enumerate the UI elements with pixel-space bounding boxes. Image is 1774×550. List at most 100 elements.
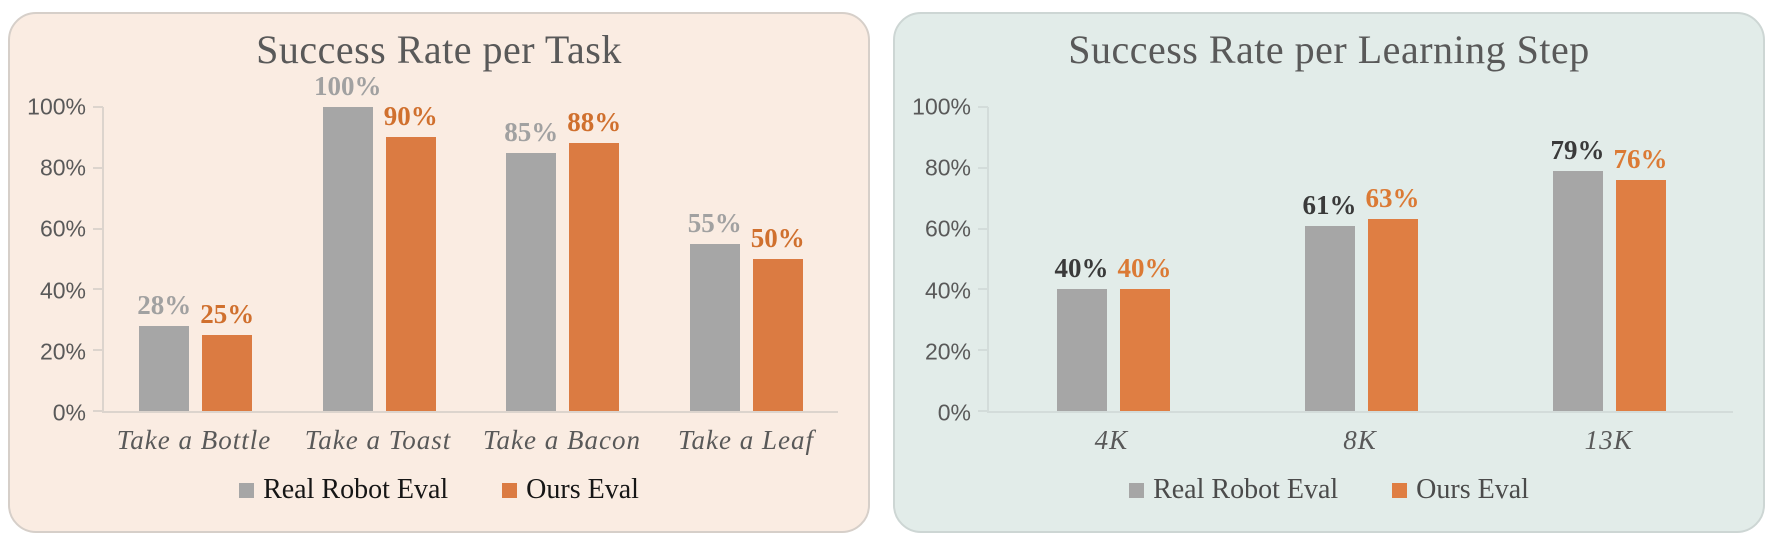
y-axis: 100% 80% 60% 40% 20% 0% <box>895 94 987 426</box>
y-tick-mark <box>978 106 988 108</box>
plot-column: 28% 25% 100% 90% 85% 88% 55% 50% Take a Bottle T… <box>93 71 839 456</box>
y-tick-label: 20% <box>924 338 971 365</box>
category-label: 13K <box>1584 425 1633 455</box>
category-group-take-a-leaf: 55% 50% <box>655 107 839 411</box>
y-tick-mark <box>93 288 103 291</box>
legend-item-real-robot-eval: Real Robot Eval <box>239 474 448 506</box>
category-label: Take a Bacon <box>483 425 641 455</box>
x-label-cell: Take a Leaf <box>654 425 838 456</box>
bar-value-label: 85% <box>504 116 559 147</box>
legend-item-ours-eval: Ours Eval <box>1392 474 1529 506</box>
bar-value-label: 28% <box>137 289 192 320</box>
y-tick-label: 80% <box>39 154 86 181</box>
x-label-cell: Take a Toast <box>286 425 470 456</box>
bar-value-label: 76% <box>1613 143 1668 174</box>
y-tick-mark <box>978 288 988 291</box>
y-tick-label: 40% <box>39 277 86 304</box>
y-tick-label: 40% <box>924 277 971 304</box>
x-label-cell: 8K <box>1236 425 1485 456</box>
legend-swatch <box>1129 482 1145 498</box>
category-label: 8K <box>1343 425 1377 455</box>
y-tick-label: 0% <box>937 399 971 426</box>
legend-item-real-robot-eval: Real Robot Eval <box>1129 474 1338 506</box>
legend-swatch <box>502 482 518 498</box>
x-axis-labels: 4K 8K 13K <box>987 425 1733 456</box>
bar-real-robot-eval: 40% <box>1055 253 1109 411</box>
category-label: Take a Leaf <box>677 425 814 455</box>
bar-value-label: 55% <box>687 207 742 238</box>
y-tick-mark <box>978 349 988 352</box>
legend-swatch <box>239 482 255 498</box>
legend: Real Robot Eval Ours Eval <box>10 474 868 506</box>
bar-value-label: 90% <box>383 101 438 132</box>
y-tick-mark <box>978 410 988 412</box>
bar-real-robot-eval: 100% <box>314 71 382 411</box>
bar-value-label: 25% <box>200 299 255 329</box>
y-tick-mark <box>93 166 103 169</box>
legend-label: Ours Eval <box>1416 474 1529 505</box>
legend: Real Robot Eval Ours Eval <box>895 474 1763 506</box>
plot-column: 40% 40% 61% 63% 79% 76% 4K 8K 13K <box>978 106 1733 456</box>
y-tick-label: 0% <box>52 399 86 426</box>
bar-value-label: 79% <box>1550 134 1605 165</box>
bar-ours-eval: 40% <box>1118 253 1172 411</box>
y-tick-mark <box>93 349 103 352</box>
plot-area: 28% 25% 100% 90% 85% 88% 55% 50% <box>93 71 839 413</box>
y-tick-label: 60% <box>39 215 86 242</box>
y-tick-mark <box>93 106 103 108</box>
bar-value-label: 50% <box>750 223 805 253</box>
x-label-cell: Take a Bottle <box>102 425 286 456</box>
chart-panel-success-rate-per-learning-step: Success Rate per Learning Step 100% 80% 60… <box>893 12 1765 533</box>
category-group-8k: 61% 63% <box>1237 107 1485 411</box>
bar-ours-eval: 76% <box>1614 144 1668 411</box>
y-tick-label: 80% <box>924 154 971 181</box>
bar-ours-eval: 25% <box>200 299 254 411</box>
bar-value-label: 40% <box>1117 253 1172 284</box>
legend-item-ours-eval: Ours Eval <box>502 474 639 506</box>
x-label-cell: 13K <box>1484 425 1733 456</box>
y-tick-mark <box>978 166 988 169</box>
x-label-cell: 4K <box>987 425 1236 456</box>
chart-body: 100% 80% 60% 40% 20% 0% 28% 25% 100% 90% 85% 88% 55… <box>10 71 868 456</box>
y-tick-label: 100% <box>27 93 86 120</box>
legend-label: Real Robot Eval <box>1153 474 1339 505</box>
category-label: Take a Toast <box>304 425 452 455</box>
chart-panel-success-rate-per-task: Success Rate per Task 100% 80% 60% 40% 20% 0%… <box>8 12 870 533</box>
bar-ours-eval: 90% <box>384 101 438 411</box>
bar-real-robot-eval: 79% <box>1551 135 1605 411</box>
category-group-take-a-toast: 100% 90% <box>288 71 472 411</box>
category-label: 4K <box>1094 425 1129 455</box>
category-group-4k: 40% 40% <box>989 107 1237 411</box>
legend-label: Real Robot Eval <box>263 474 449 505</box>
y-tick-mark <box>93 410 103 412</box>
chart-body: 100% 80% 60% 40% 20% 0% 40% 40% 61% 63% 79% 76% 4K… <box>895 94 1763 456</box>
bar-real-robot-eval: 55% <box>688 208 742 411</box>
category-group-take-a-bacon: 85% 88% <box>471 107 655 411</box>
bar-value-label: 61% <box>1302 189 1357 220</box>
bar-ours-eval: 88% <box>567 107 621 411</box>
bar-ours-eval: 50% <box>751 223 805 411</box>
legend-label: Ours Eval <box>526 474 639 505</box>
x-axis-labels: Take a Bottle Take a Toast Take a Bacon Tak… <box>102 425 838 456</box>
y-tick-mark <box>978 227 988 230</box>
y-axis: 100% 80% 60% 40% 20% 0% <box>10 94 102 426</box>
bar-value-label: 88% <box>567 107 622 138</box>
chart-title: Success Rate per Task <box>256 27 622 72</box>
bar-ours-eval: 63% <box>1366 183 1420 411</box>
legend-swatch <box>1392 482 1408 498</box>
category-label: Take a Bottle <box>116 425 272 455</box>
bar-real-robot-eval: 61% <box>1303 190 1357 411</box>
bar-value-label: 100% <box>314 71 382 101</box>
chart-title: Success Rate per Learning Step <box>1068 27 1590 72</box>
plot-area: 40% 40% 61% 63% 79% 76% <box>978 106 1733 413</box>
x-label-cell: Take a Bacon <box>470 425 654 456</box>
bar-real-robot-eval: 28% <box>137 290 191 411</box>
category-group-13k: 79% 76% <box>1485 107 1733 411</box>
y-tick-label: 20% <box>39 338 86 365</box>
bar-value-label: 40% <box>1054 253 1109 284</box>
y-tick-label: 60% <box>924 215 971 242</box>
bar-value-label: 63% <box>1365 183 1420 214</box>
y-tick-label: 100% <box>912 93 971 120</box>
y-tick-mark <box>93 227 103 230</box>
